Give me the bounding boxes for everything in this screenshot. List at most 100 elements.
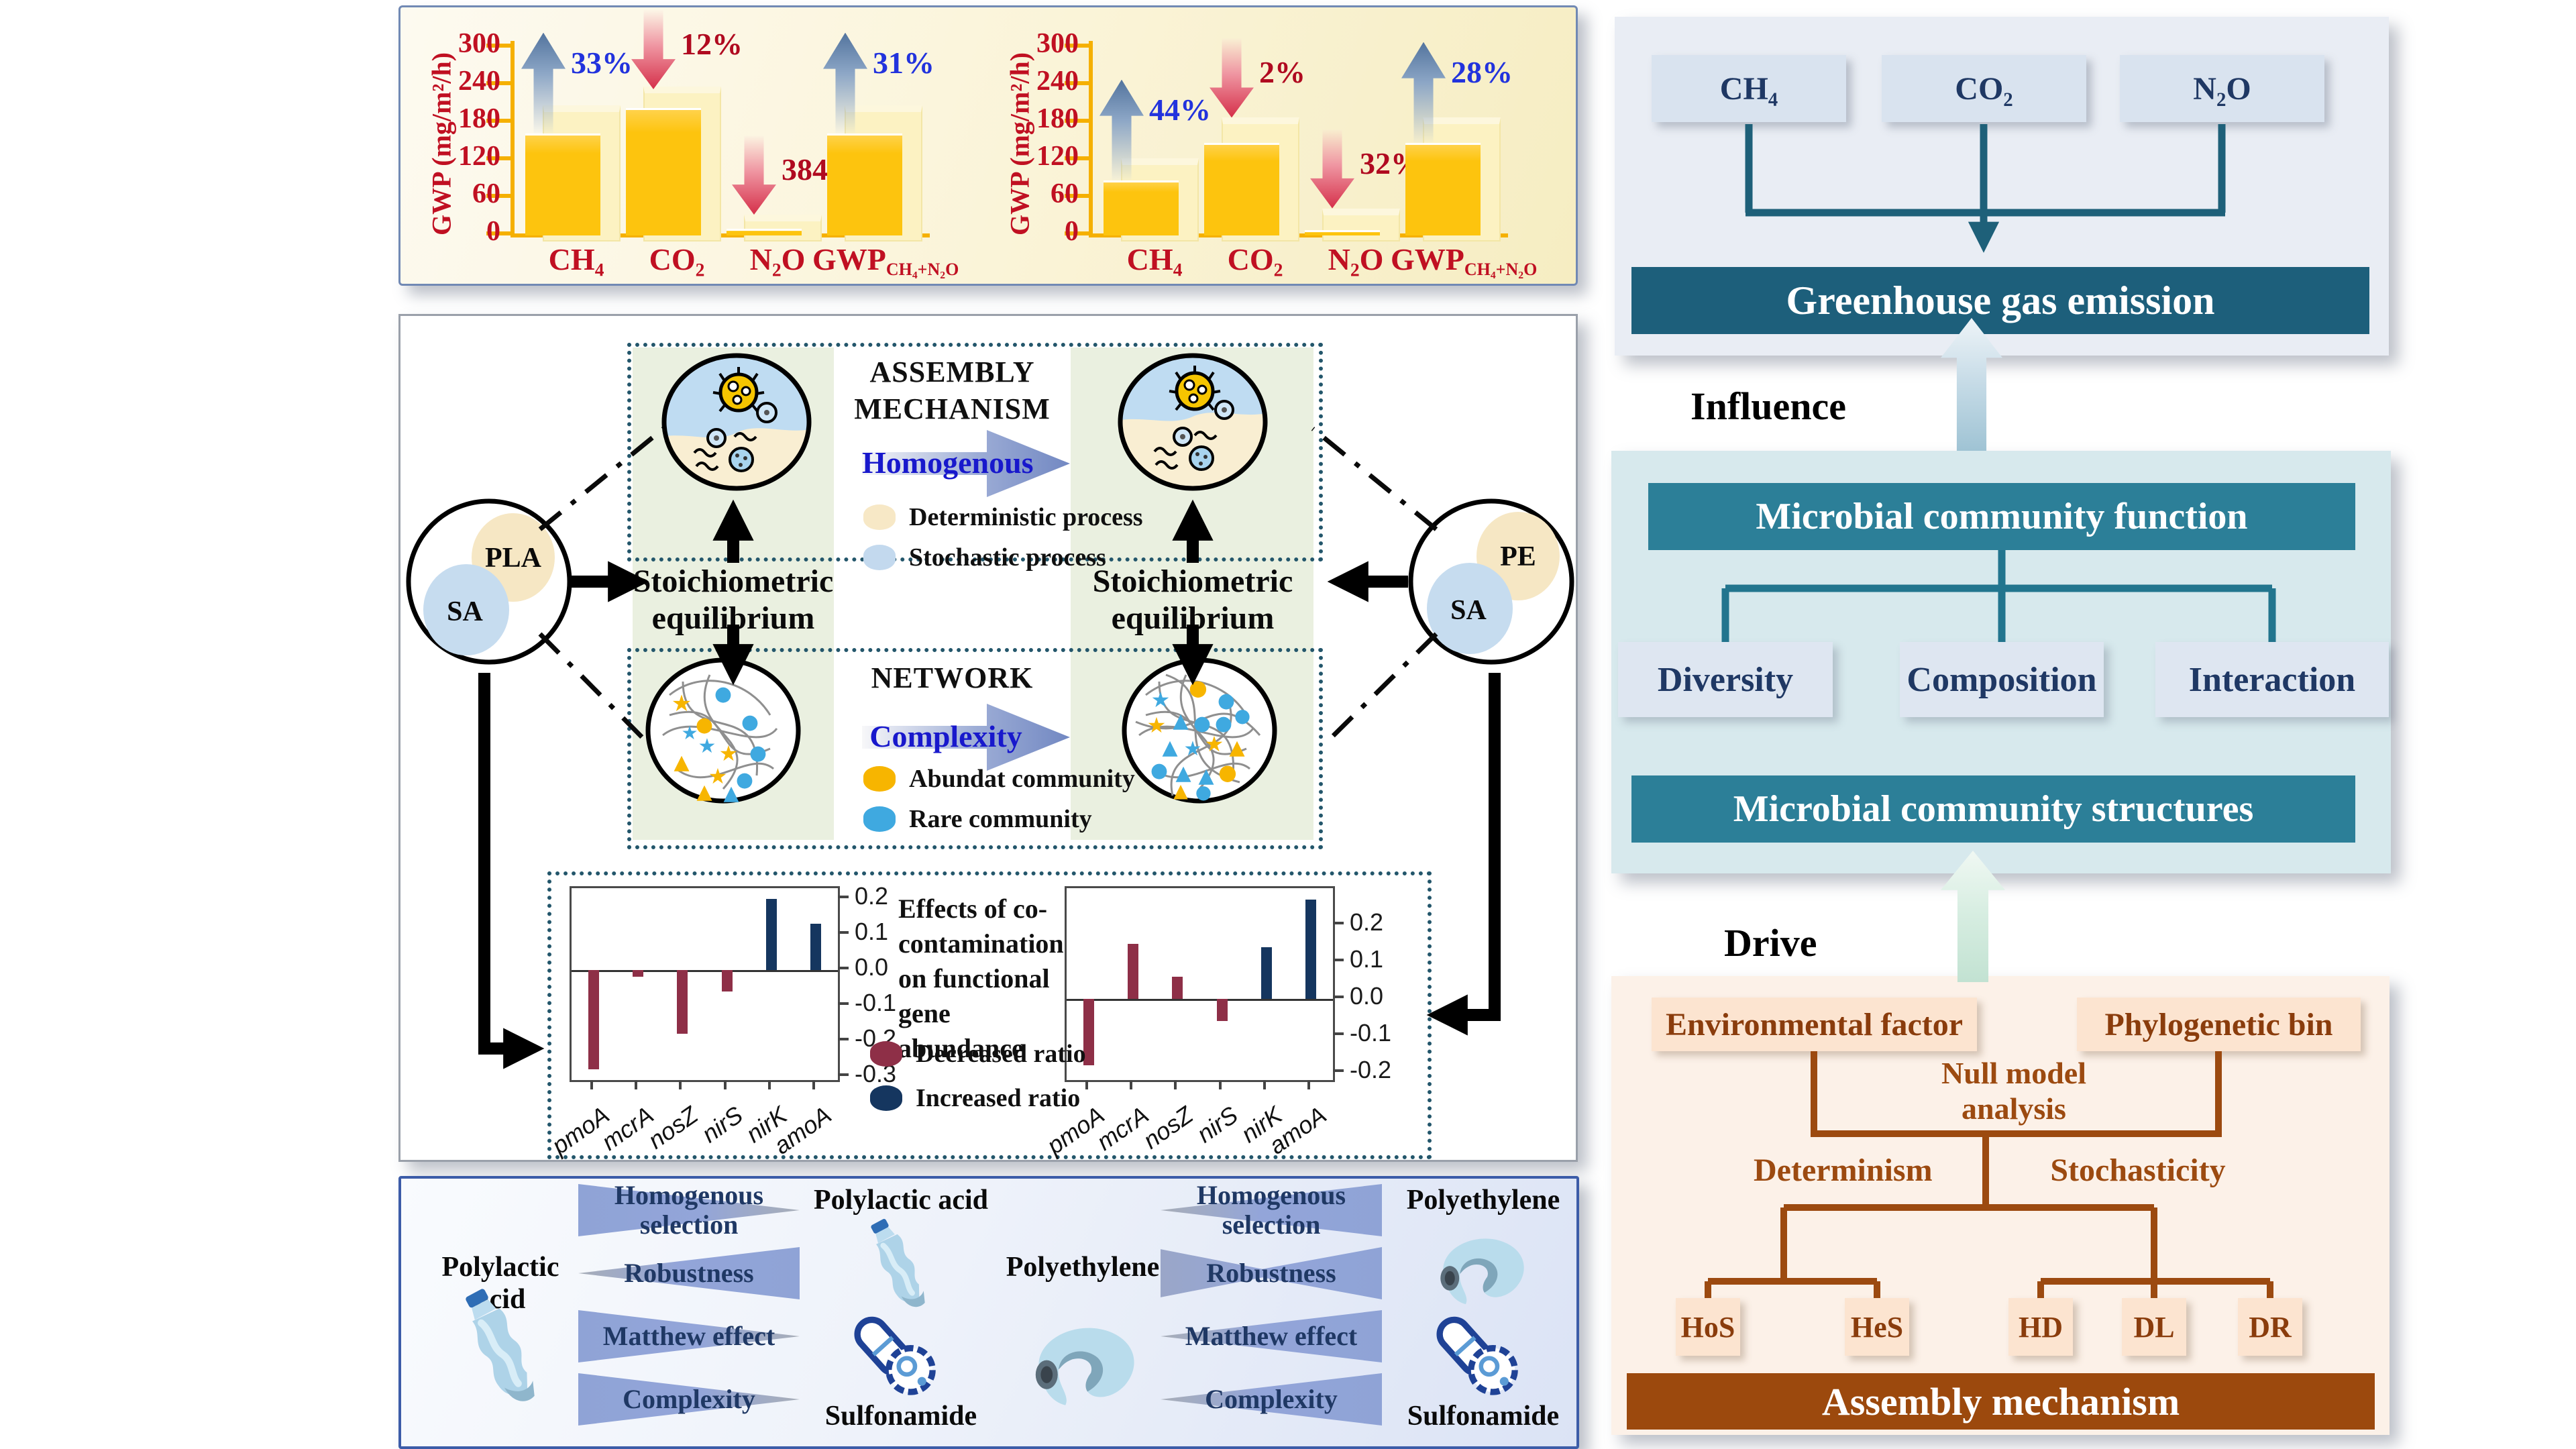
gene-y-tick [1333,996,1344,998]
venn-pla-sa: PLA SA [406,498,572,665]
gwp-chart-pla: GWP (mg/m²/h) 300 240 180 120 60 0 33% CH₄ 12% CO₂… [410,9,987,282]
svg-text:●: ● [696,713,713,737]
gwp-tick [486,119,511,123]
plastics-panel: Polylactic acid Homogenous selection Robus… [398,1176,1579,1449]
gwp-category-label: CO₂ [1227,242,1283,276]
gwp-tick [1065,156,1089,160]
gwp-bar-ghost [744,215,822,241]
gene-y-tick [838,1073,849,1076]
svg-text:★: ★ [708,763,728,789]
trend-wedge-row: Complexity [1161,1373,1382,1426]
trend-wedge-row: Robustness [578,1247,800,1299]
gene-y-tick-label: -0.1 [855,988,897,1016]
svg-text:▲: ▲ [1198,764,1214,788]
zero-line [1067,999,1333,1001]
legend-swatch [863,545,896,570]
svg-text:●: ● [749,741,767,765]
gene-y-tick-label: -0.1 [1350,1019,1392,1046]
gene-y-tick [838,1002,849,1005]
network-circle-pla-icon: ★ ● ● ● ★ ★ ●▲ ★ ● ▲ ▲ ★ [645,657,801,805]
determinism-label: Determinism [1754,1152,1933,1188]
microbe-circle-pe-icon [1118,353,1268,491]
stochasticity-label: Stochasticity [2050,1152,2226,1188]
stoichiometric-equilibrium-right: Stoichiometric equilibrium [1092,564,1293,637]
plastic-film-icon [1035,1328,1134,1405]
phylogenetic-bin-box: Phylogenetic bin [2077,998,2361,1051]
trend-wedge-row: Matthew effect [1161,1310,1382,1362]
gene-y-tick [1333,922,1344,924]
aspect-box-diversity: Diversity [1618,642,1833,717]
gene-y-tick [838,895,849,898]
gene-y-tick-label: 0.2 [1350,908,1384,936]
null-model-label: Null model analysis [1941,1056,2086,1126]
mechanism-panel: ASSEMBLY MECHANISM Homogenous Determinis… [398,314,1578,1162]
gene-x-tick [1130,1080,1133,1089]
legend-label: Increased ratio [916,1084,1081,1112]
svg-text:★: ★ [1147,712,1167,738]
gwp-tick-label: 180 [458,103,500,134]
network-box [627,648,1323,849]
svg-text:▲: ▲ [1162,736,1177,759]
wedge-label: Complexity [1205,1384,1338,1414]
svg-text:▲: ▲ [1229,736,1244,759]
venn-sa-label-right: SA [1450,595,1487,626]
svg-text:●: ● [1218,759,1237,785]
wedge-label: Matthew effect [1185,1321,1358,1351]
gwp-chart-pe: GWP (mg/m²/h) 300 240 180 120 60 0 44% CH₄ 2% CO₂ 3… [988,9,1565,282]
gwp-y-axis [511,41,515,236]
gwp-category-label: GWPCH₄+N₂O [812,242,959,279]
legend-label: Stochastic process [909,543,1106,572]
gwp-bar [1305,230,1380,235]
sulfonamide-pill-icon [849,1307,943,1401]
legend-label: Abundat community [909,765,1135,793]
microbial-community-panel: Microbial community function Diversity Co… [1611,451,2391,873]
target-plastic-label: Polylactic acid [813,1185,989,1216]
gwp-tick [486,156,511,160]
gene-x-tick [1307,1080,1310,1089]
gwp-tick-label: 60 [472,178,500,209]
gene-bar-mcrA [633,969,644,977]
legend-swatch [870,1085,902,1111]
wedge-label: Complexity [623,1384,755,1414]
legend-item: Abundat community [863,764,1135,794]
drive-label: Drive [1724,921,1817,965]
venn-pe-sa: PE SA [1408,498,1574,665]
network-title: NETWORK [871,661,1034,694]
trend-wedge-row: Robustness [1161,1247,1382,1299]
gwp-bar-ghost [1322,208,1400,241]
gene-bar-nirS [721,969,733,991]
gwp-bar [727,228,802,235]
gwp-tick [1065,194,1089,198]
microbial-structures-bar: Microbial community structures [1631,775,2355,843]
gwp-tick-label: 0 [486,216,500,247]
change-percent: 28% [1451,54,1513,89]
gene-y-tick [1333,959,1344,961]
assembly-title: ASSEMBLY MECHANISM [854,356,1051,425]
gene-bar-nosZ [677,969,688,1034]
gene-chart-pe: pmoA mcrA nosZ nirS nirK amoA 0.2 0.1 0.0 -0.1 -0.… [1042,886,1413,1168]
network-circle-pe-icon: ★ ● ●★ ▲ ● ● ● ▲ ★ ★ ▲ ● ▲ ▲ ● ▲ ● [1122,657,1277,804]
decrease-arrow-icon [1310,129,1354,209]
gene-y-tick-label: -0.2 [1350,1056,1392,1083]
gene-plot-area [1065,886,1335,1082]
gene-x-tick [590,1080,594,1089]
gwp-tick [486,44,511,48]
gas-box-0: CH₄ [1652,55,1846,122]
svg-text:●: ● [741,710,759,734]
venn-pla-label: PLA [485,543,542,574]
gwp-tick-label: 60 [1051,178,1079,209]
target-plastic-label: Polyethylene [1406,1185,1560,1216]
gwp-tick [486,231,511,235]
assembly-mechanism-panel: Environmental factor Phylogenetic bin Nu… [1611,976,2390,1435]
environmental-factor-box: Environmental factor [1652,998,1977,1051]
trend-wedge-row: Homogenous selection [1161,1181,1382,1240]
aspect-box-composition: Composition [1900,642,2104,717]
venn-pe-label: PE [1500,541,1536,572]
gwp-tick-label: 240 [458,66,500,97]
svg-text:▲: ▲ [1173,780,1188,802]
legend-item: Stochastic process [863,543,1106,572]
legend-label: Decreased ratio [916,1040,1086,1068]
gene-y-tick [838,1037,849,1040]
plastic-bottle-icon [844,1216,955,1313]
